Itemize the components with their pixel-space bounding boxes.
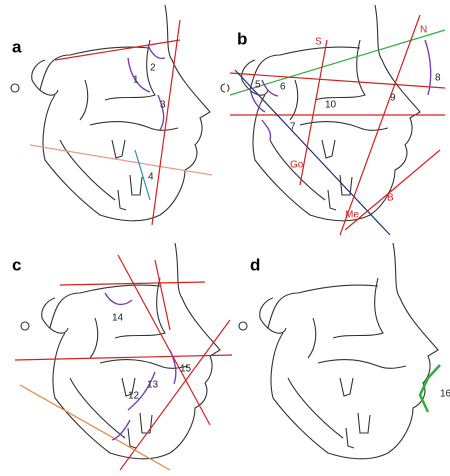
panel-label: d (250, 255, 260, 274)
annotation: 12 (128, 391, 140, 402)
angle-arc (170, 350, 176, 384)
annotation: 3 (160, 100, 166, 111)
figure: a 12 3 4 b S N 5 6 7 8 9 10 Go Me Bc 14 13 15 12 d 16 (0, 0, 450, 476)
annotation: 6 (280, 82, 286, 93)
angle-arc (105, 293, 132, 304)
reference-line (235, 70, 390, 235)
reference-line (55, 40, 180, 60)
annotation: S (315, 37, 322, 48)
annotation: B (387, 193, 394, 204)
reference-line (30, 145, 212, 175)
tracing (21, 243, 220, 459)
soft-tissue-profile (420, 365, 440, 412)
panel-label: c (12, 255, 21, 274)
annotation: 9 (390, 93, 396, 104)
annotation: 5 (255, 80, 261, 91)
annotation: 1 (133, 75, 139, 86)
annotation: 10 (325, 100, 337, 111)
annotation: 14 (112, 313, 124, 324)
panel-label: b (237, 29, 247, 48)
annotation: 2 (150, 63, 156, 74)
annotation: Me (345, 210, 359, 221)
annotation: 15 (180, 364, 192, 375)
panel-label: a (12, 37, 22, 56)
annotation: 4 (148, 172, 154, 183)
annotation: 16 (440, 389, 450, 400)
annotation: 8 (435, 73, 441, 84)
tracing (11, 5, 210, 221)
reference-line (20, 385, 170, 470)
angle-arc (148, 45, 165, 58)
divider (0, 237, 450, 239)
angle-arc (262, 120, 271, 140)
tracing (239, 243, 438, 459)
reference-line (152, 20, 180, 225)
annotation: 13 (147, 380, 159, 391)
annotation: Go (290, 160, 304, 171)
annotation: N (420, 25, 427, 36)
annotation: 7 (290, 122, 296, 133)
reference-line (345, 150, 440, 230)
